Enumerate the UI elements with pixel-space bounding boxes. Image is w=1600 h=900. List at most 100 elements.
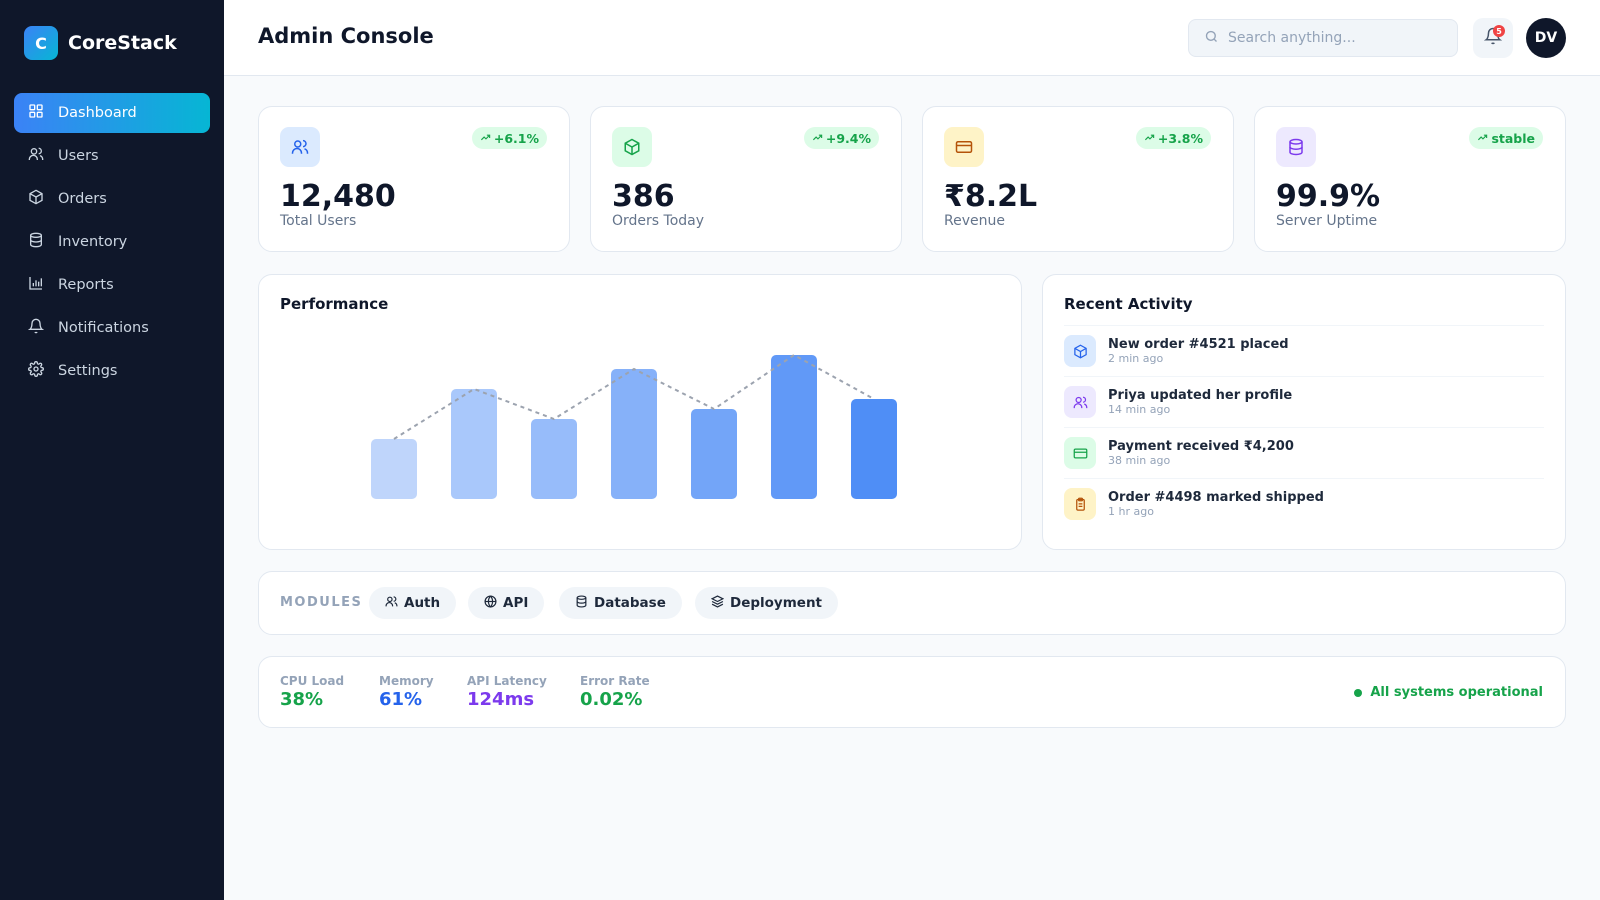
sidebar-item-notifications[interactable]: Notifications — [14, 308, 210, 348]
recent-activity-card: Recent Activity New order #4521 placed 2 … — [1042, 274, 1566, 550]
activity-time: 38 min ago — [1108, 454, 1171, 467]
module-chip-database[interactable]: Database — [559, 587, 682, 619]
brand[interactable]: C CoreStack — [24, 26, 177, 60]
activity-time: 2 min ago — [1108, 352, 1164, 365]
module-label: Deployment — [730, 595, 823, 611]
chart-bar — [771, 355, 817, 499]
list-item[interactable]: Payment received ₹4,200 38 min ago — [1064, 427, 1544, 478]
chart-bar — [371, 439, 417, 499]
performance-chart — [371, 353, 897, 499]
module-label: Database — [594, 595, 666, 611]
sidebar-item-label: Settings — [58, 363, 118, 379]
module-label: Auth — [404, 595, 441, 611]
chart-bar — [451, 389, 497, 499]
sidebar-item-orders[interactable]: Orders — [14, 179, 210, 219]
chart-trend-line — [393, 353, 875, 440]
sidebar-item-label: Users — [58, 148, 99, 164]
sidebar-item-label: Reports — [58, 277, 114, 293]
credit-card-icon — [1064, 437, 1096, 469]
metric-label: API Latency — [467, 674, 547, 688]
system-metrics-card: CPU Load 38% Memory 61% API Latency 124m… — [258, 656, 1566, 728]
activity-list: New order #4521 placed 2 min ago Priya up… — [1064, 325, 1544, 529]
top-header: Admin Console 5 DV — [224, 0, 1600, 76]
sidebar-item-label: Orders — [58, 191, 107, 207]
sidebar-item-label: Dashboard — [58, 105, 137, 121]
sidebar: C CoreStack Dashboard Users Orders Inven… — [0, 0, 224, 900]
box-icon — [1064, 335, 1096, 367]
users-icon — [385, 595, 398, 612]
bell-icon — [27, 318, 45, 338]
database-icon — [28, 232, 44, 252]
metric-memory: Memory 61% — [379, 674, 434, 710]
avatar[interactable]: DV — [1526, 18, 1566, 58]
stat-card-orders-today[interactable]: +9.4% 386 Orders Today — [590, 106, 902, 252]
card-title: Performance — [280, 295, 389, 313]
metric-label: CPU Load — [280, 674, 345, 688]
metric-value: 61% — [379, 689, 423, 710]
list-item[interactable]: New order #4521 placed 2 min ago — [1064, 325, 1544, 376]
sidebar-item-reports[interactable]: Reports — [14, 265, 210, 305]
box-icon — [28, 189, 44, 209]
status-dot — [1354, 688, 1363, 697]
sidebar-item-dashboard[interactable]: Dashboard — [14, 93, 210, 133]
activity-time: 1 hr ago — [1108, 505, 1154, 518]
module-chip-deployment[interactable]: Deployment — [695, 587, 839, 619]
trend-up-icon — [1477, 131, 1488, 146]
sidebar-nav: Dashboard Users Orders Inventory Reports… — [14, 93, 210, 394]
metric-error-rate: Error Rate 0.02% — [580, 674, 650, 710]
module-chip-auth[interactable]: Auth — [369, 587, 457, 619]
credit-card-icon — [944, 127, 984, 167]
chart-bar — [851, 399, 897, 499]
stat-card-server-uptime[interactable]: stable 99.9% Server Uptime — [1254, 106, 1566, 252]
chart-bar — [611, 369, 657, 499]
activity-time: 14 min ago — [1108, 403, 1171, 416]
users-icon — [280, 127, 320, 167]
list-item[interactable]: Order #4498 marked shipped 1 hr ago — [1064, 478, 1544, 529]
stat-label: Total Users — [280, 213, 357, 229]
module-chip-api[interactable]: API — [468, 587, 545, 619]
stat-value: ₹8.2L — [944, 179, 1038, 214]
box-icon — [612, 127, 652, 167]
chart-bar — [691, 409, 737, 499]
stat-label: Revenue — [944, 213, 1005, 229]
clipboard-icon — [1064, 488, 1096, 520]
sidebar-item-inventory[interactable]: Inventory — [14, 222, 210, 262]
stat-card-total-users[interactable]: +6.1% 12,480 Total Users — [258, 106, 570, 252]
metric-label: Error Rate — [580, 674, 650, 688]
metric-value: 124ms — [467, 689, 535, 710]
stat-value: 12,480 — [280, 179, 396, 214]
globe-icon — [484, 594, 497, 612]
metric-api-latency: API Latency 124ms — [467, 674, 547, 710]
search-box[interactable] — [1188, 19, 1458, 57]
users-icon — [28, 146, 44, 166]
stat-value: 99.9% — [1276, 179, 1381, 214]
trend-badge: +9.4% — [803, 127, 879, 149]
metric-cpu-load: CPU Load 38% — [280, 674, 344, 710]
notification-count-badge: 5 — [1493, 25, 1505, 37]
metric-value: 0.02% — [580, 689, 643, 710]
stat-card-revenue[interactable]: +3.8% ₹8.2L Revenue — [922, 106, 1234, 252]
chart-bar — [531, 419, 577, 499]
layers-icon — [710, 594, 725, 612]
sidebar-item-settings[interactable]: Settings — [14, 351, 210, 391]
trend-up-icon — [812, 131, 823, 146]
database-icon — [575, 594, 588, 612]
sidebar-item-users[interactable]: Users — [14, 136, 210, 176]
page-title: Admin Console — [258, 24, 434, 48]
metric-value: 38% — [280, 689, 324, 710]
notifications-button[interactable]: 5 — [1473, 18, 1513, 58]
system-status: All systems operational — [1354, 685, 1543, 700]
card-title: Recent Activity — [1064, 295, 1193, 313]
bar-chart-icon — [28, 275, 44, 295]
search-input[interactable] — [1228, 30, 1448, 46]
trend-up-icon — [1144, 131, 1155, 146]
users-icon — [1064, 386, 1096, 418]
database-icon — [1276, 127, 1316, 167]
sidebar-item-label: Notifications — [58, 320, 149, 336]
stat-value: 386 — [612, 179, 675, 214]
metric-label: Memory — [379, 674, 434, 688]
sidebar-item-label: Inventory — [58, 234, 128, 250]
activity-title: Order #4498 marked shipped — [1108, 490, 1324, 505]
list-item[interactable]: Priya updated her profile 14 min ago — [1064, 376, 1544, 427]
search-icon — [1204, 29, 1219, 48]
